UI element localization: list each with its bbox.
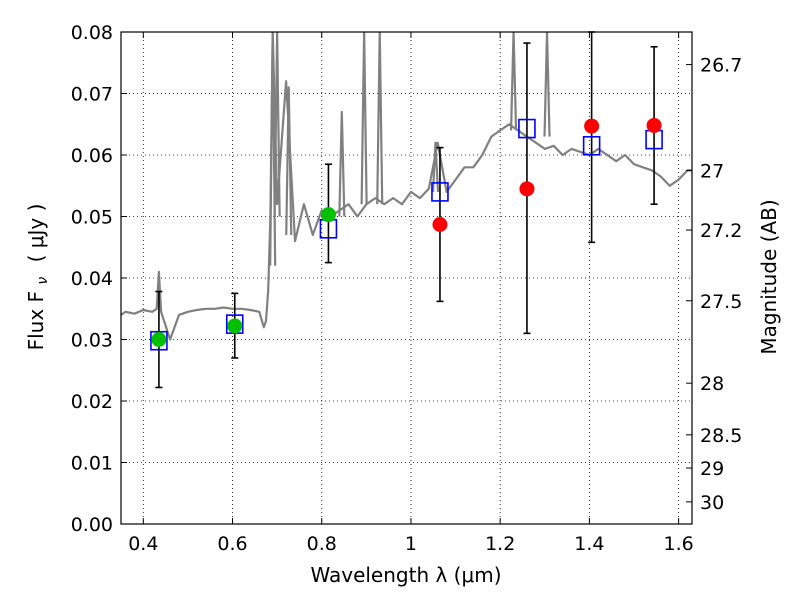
red-point: [432, 216, 448, 232]
y-tick-label: 0.01: [71, 453, 113, 475]
detected-point: [320, 207, 336, 223]
y-tick-label: 0.08: [71, 22, 113, 44]
spectrum-line: [121, 32, 692, 341]
y-tick-label: 0.03: [71, 330, 113, 352]
x-tick-label: 1.4: [574, 533, 604, 555]
red-point: [584, 118, 600, 134]
spectrum-emission-line: [360, 32, 368, 205]
spectrum-emission-line: [273, 32, 281, 217]
red-point: [519, 181, 535, 197]
right-tick-label: 27.5: [700, 291, 742, 313]
right-tick-label: 27: [700, 160, 724, 182]
y-tick-label: 0.02: [71, 391, 113, 413]
x-tick-label: 1: [405, 533, 417, 555]
model-photometry-series: [150, 118, 663, 351]
right-tick-label: 29: [700, 458, 724, 480]
y-axis-label-left: Flux F ν ( μJy ): [24, 204, 52, 351]
x-tick-label: 0.8: [307, 533, 337, 555]
detected-point: [151, 332, 167, 347]
model-point-square: [431, 182, 449, 202]
tick-labels: 0.4 0.6 0.8 1 1.2 1.4 1.6 0.00 0.01 0.02 0.03 0.04 0…: [71, 22, 743, 555]
spectrum-emission-line: [543, 32, 551, 137]
right-tick-label: 28.5: [700, 425, 742, 447]
error-bars: [155, 31, 658, 389]
y-axis-label-sub: ν: [35, 277, 51, 285]
x-tick-label: 1.6: [664, 533, 694, 555]
x-tick-label: 0.6: [217, 533, 247, 555]
spectrum-emission-line: [338, 110, 346, 217]
model-point-square: [582, 135, 601, 156]
model-point-square: [150, 330, 168, 351]
y-axis-label-unit: ( μJy ): [24, 204, 48, 263]
y-tick-label: 0.05: [71, 207, 113, 229]
right-tick-label: 26.7: [700, 55, 742, 77]
axis-ticks: [121, 31, 692, 525]
grid-lines: [121, 31, 692, 525]
spectrum-emission-line: [509, 32, 518, 131]
y-tick-label: 0.07: [71, 84, 113, 106]
right-tick-label: 30: [700, 492, 724, 514]
y-axis-label-flux: Flux F: [24, 291, 48, 350]
model-point-square: [518, 118, 536, 139]
x-axis-label: Wavelength λ (μm): [310, 563, 501, 587]
x-tick-label: 1.2: [485, 533, 515, 555]
detected-point: [227, 318, 243, 334]
right-tick-label: 28: [700, 373, 724, 395]
y-tick-label: 0.00: [71, 514, 113, 536]
red-point: [646, 117, 662, 133]
y-axis-label-right: Magnitude (AB): [757, 199, 781, 354]
y-tick-label: 0.06: [71, 145, 113, 167]
right-tick-label: 27.2: [700, 220, 742, 242]
spectrum-series: [121, 32, 692, 341]
spectrum-emission-line: [376, 32, 384, 205]
x-tick-label: 0.4: [128, 533, 158, 555]
observed-photometry-series: [151, 117, 662, 347]
spectrum-emission-line: [431, 141, 440, 192]
spectrum-emission-line: [285, 86, 293, 235]
y-tick-label: 0.04: [71, 268, 113, 290]
plot-frame: [120, 31, 693, 525]
